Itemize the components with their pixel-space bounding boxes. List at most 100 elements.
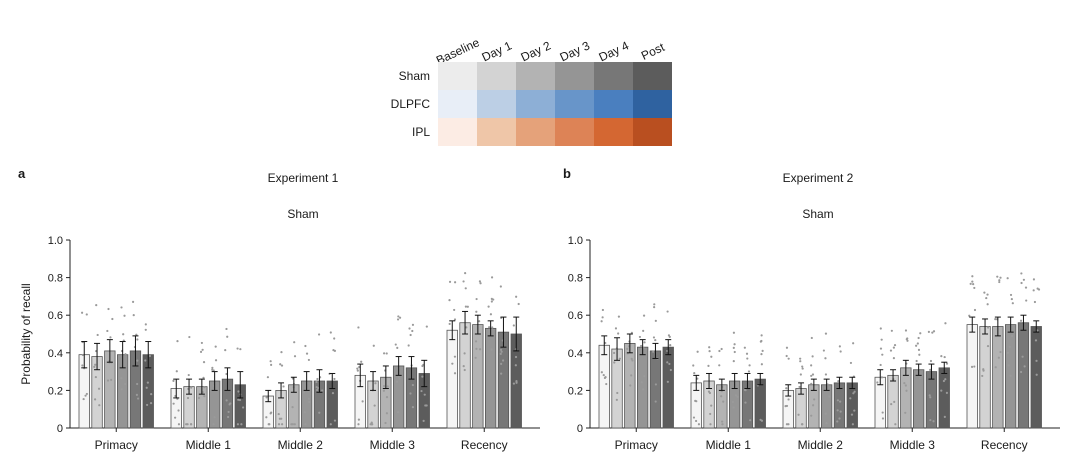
data-dot bbox=[395, 380, 399, 383]
data-dot bbox=[602, 373, 605, 377]
data-dot bbox=[851, 423, 854, 426]
data-dot bbox=[499, 352, 502, 355]
data-dot bbox=[490, 276, 494, 279]
data-dot bbox=[490, 297, 493, 300]
data-dot bbox=[202, 361, 206, 364]
data-dot bbox=[642, 314, 646, 317]
data-dot bbox=[199, 350, 203, 354]
legend-cell bbox=[438, 62, 477, 90]
data-dot bbox=[652, 350, 655, 353]
data-dot bbox=[892, 346, 895, 349]
data-dot bbox=[197, 396, 201, 400]
data-dot bbox=[1020, 272, 1023, 275]
data-dot bbox=[315, 380, 318, 384]
data-dot bbox=[785, 423, 789, 426]
y-tick-label: 0 bbox=[577, 423, 583, 435]
data-dot bbox=[640, 381, 643, 384]
data-dot bbox=[915, 359, 918, 363]
data-dot bbox=[94, 375, 97, 379]
data-dot bbox=[145, 386, 148, 389]
data-dot bbox=[630, 374, 633, 377]
data-dot bbox=[839, 410, 842, 413]
data-dot bbox=[110, 378, 113, 381]
data-dot bbox=[360, 360, 363, 363]
data-dot bbox=[986, 293, 989, 296]
data-dot bbox=[942, 379, 946, 383]
bar bbox=[925, 371, 938, 429]
data-dot bbox=[358, 365, 361, 369]
data-dot bbox=[918, 353, 921, 356]
y-tick-label: 0.4 bbox=[568, 348, 583, 360]
data-dot bbox=[744, 401, 747, 404]
data-dot bbox=[733, 343, 736, 346]
data-dot bbox=[881, 417, 885, 420]
data-dot bbox=[601, 308, 604, 312]
data-dot bbox=[760, 339, 763, 343]
data-dot bbox=[810, 414, 813, 417]
data-dot bbox=[810, 364, 813, 367]
data-dot bbox=[236, 347, 239, 350]
data-dot bbox=[928, 394, 931, 397]
data-dot bbox=[396, 318, 400, 321]
data-dot bbox=[398, 377, 401, 380]
data-dot bbox=[308, 400, 311, 404]
data-dot bbox=[785, 346, 789, 349]
data-dot bbox=[748, 364, 751, 367]
data-dot bbox=[371, 423, 374, 426]
data-dot bbox=[305, 352, 309, 355]
data-dot bbox=[940, 355, 943, 358]
data-dot bbox=[838, 345, 841, 348]
data-dot bbox=[172, 402, 175, 405]
category-label: Middle 3 bbox=[370, 438, 416, 452]
data-dot bbox=[190, 386, 193, 389]
data-dot bbox=[617, 332, 620, 335]
data-dot bbox=[1036, 329, 1039, 332]
legend-cell bbox=[594, 118, 633, 146]
data-dot bbox=[1023, 365, 1026, 368]
data-dot bbox=[853, 409, 856, 412]
data-dot bbox=[93, 365, 96, 368]
data-dot bbox=[731, 400, 735, 404]
data-dot bbox=[836, 409, 839, 412]
y-tick-label: 0.6 bbox=[48, 310, 63, 322]
data-dot bbox=[785, 354, 788, 358]
chart-title: Experiment 2 bbox=[783, 171, 854, 185]
data-dot bbox=[892, 357, 896, 360]
data-dot bbox=[998, 280, 1001, 284]
data-dot bbox=[669, 368, 672, 372]
data-dot bbox=[944, 378, 947, 381]
data-dot bbox=[1025, 299, 1028, 302]
data-dot bbox=[944, 322, 947, 325]
data-dot bbox=[812, 404, 815, 407]
data-dot bbox=[1035, 359, 1038, 362]
chart-subtitle: Sham bbox=[802, 207, 833, 221]
data-dot bbox=[212, 423, 215, 426]
data-dot bbox=[904, 329, 908, 332]
data-dot bbox=[174, 416, 177, 419]
data-dot bbox=[653, 306, 656, 309]
data-dot bbox=[279, 363, 282, 366]
legend-cell bbox=[633, 118, 672, 146]
data-dot bbox=[499, 348, 503, 351]
data-dot bbox=[280, 351, 283, 354]
data-dot bbox=[666, 380, 669, 383]
data-dot bbox=[408, 327, 411, 330]
data-dot bbox=[453, 308, 456, 312]
data-dot bbox=[971, 280, 974, 283]
data-dot bbox=[879, 327, 882, 330]
data-dot bbox=[801, 365, 804, 368]
data-dot bbox=[453, 372, 457, 375]
y-tick-label: 0.2 bbox=[568, 385, 583, 397]
data-dot bbox=[718, 349, 721, 353]
data-dot bbox=[1032, 278, 1036, 281]
data-dot bbox=[893, 400, 896, 403]
legend-cell bbox=[594, 90, 633, 118]
data-dot bbox=[811, 355, 814, 358]
data-dot bbox=[211, 366, 214, 369]
data-dot bbox=[464, 287, 467, 290]
data-dot bbox=[373, 404, 376, 407]
data-dot bbox=[797, 413, 800, 416]
data-dot bbox=[293, 355, 297, 358]
